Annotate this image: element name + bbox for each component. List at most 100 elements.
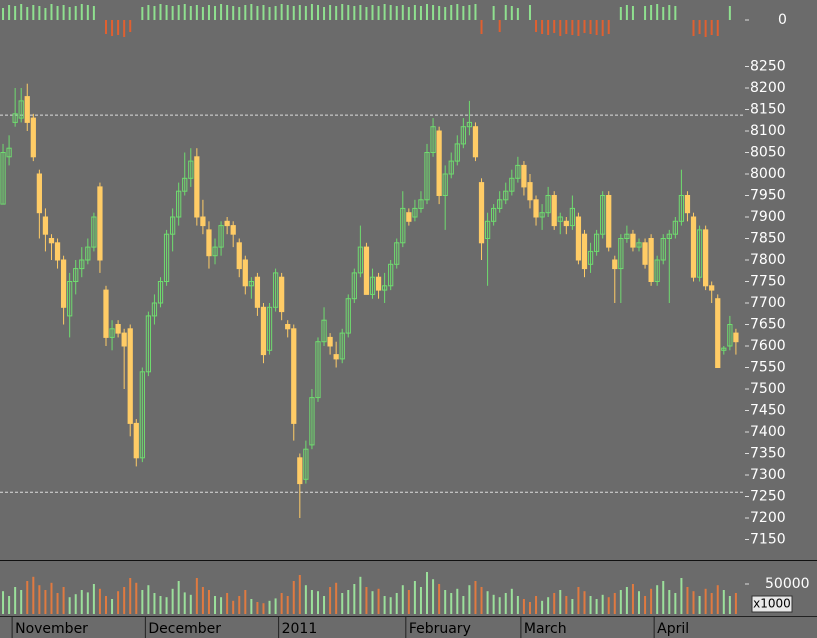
candle-body <box>67 281 73 317</box>
candle-body <box>315 341 321 399</box>
candle-body <box>254 276 261 308</box>
y-tick-label: 7850 <box>750 231 786 247</box>
candle-body <box>672 220 678 235</box>
candle-body <box>321 319 327 343</box>
candle-body <box>581 233 588 270</box>
candle-body <box>472 126 479 158</box>
candle-body <box>327 336 333 347</box>
candle-body <box>291 328 297 424</box>
candle-body <box>109 328 115 338</box>
candle-body <box>200 216 206 227</box>
candle-body <box>624 233 630 239</box>
candle-body <box>266 306 273 351</box>
candle-body <box>642 242 648 265</box>
candle-body <box>551 195 557 227</box>
candle-body <box>448 160 454 175</box>
candle-body <box>218 225 224 248</box>
volume-unit: x1000 <box>753 597 791 611</box>
candle-body <box>484 220 491 240</box>
candle-body <box>145 315 152 373</box>
candle-body <box>466 121 473 128</box>
x-tick-label: April <box>657 621 689 637</box>
x-tick-label: 2011 <box>282 621 318 637</box>
candle-body <box>400 207 406 244</box>
candle-body <box>79 259 85 270</box>
candle-body <box>636 242 642 248</box>
candle-body <box>157 281 164 304</box>
candle-body <box>569 207 575 227</box>
candle-body <box>363 246 370 295</box>
candle-body <box>248 281 254 287</box>
y-tick-label: 7200 <box>750 510 786 526</box>
x-tick-label: February <box>409 621 471 637</box>
candle-body <box>12 113 18 123</box>
y-tick-label: 7650 <box>750 317 786 333</box>
y-tick-label: 7900 <box>750 209 786 225</box>
y-tick-label: 7600 <box>750 338 786 354</box>
candle-body <box>618 238 624 270</box>
candle-body <box>648 238 654 282</box>
candle-body <box>606 195 612 248</box>
candle-body <box>478 182 485 244</box>
candle-body <box>690 216 697 278</box>
candle-body <box>133 422 139 459</box>
candle-body <box>297 457 303 485</box>
candle-body <box>6 147 12 158</box>
candle-body <box>163 233 170 282</box>
candle-body <box>545 195 551 214</box>
candle-body <box>176 190 182 218</box>
candle-body <box>703 229 709 287</box>
candle-body <box>212 246 218 257</box>
candle-body <box>309 397 315 446</box>
candle-body <box>333 354 339 360</box>
candle-body <box>351 272 357 300</box>
candle-body <box>151 302 158 317</box>
candle-body <box>527 182 533 201</box>
candle-body <box>97 186 103 261</box>
candle-body <box>515 164 521 179</box>
candle-body <box>684 195 691 214</box>
y-tick-label: 8150 <box>750 102 786 118</box>
candle-body <box>430 126 436 153</box>
candle-body <box>18 100 24 119</box>
y-tick-label: 7800 <box>750 252 786 268</box>
x-tick-label: November <box>15 621 88 637</box>
candle-body <box>357 246 364 274</box>
y-tick-label: 7300 <box>750 467 786 483</box>
candle-body <box>279 276 285 313</box>
x-tick-label: December <box>148 621 221 637</box>
candle-body <box>182 177 188 192</box>
y-tick-label: 7950 <box>750 188 786 204</box>
candle-body <box>42 216 49 235</box>
candle-body <box>260 306 267 356</box>
candle-body <box>539 212 545 218</box>
candle-body <box>24 96 30 123</box>
candle-body <box>715 298 721 369</box>
candle-body <box>593 233 600 252</box>
y-tick-label: 7250 <box>750 489 786 505</box>
candle-body <box>600 195 606 235</box>
y-tick-label: 7350 <box>750 446 786 462</box>
candle-body <box>406 212 412 222</box>
candle-body <box>103 289 109 338</box>
indicator-tick-label: 0 <box>778 12 787 28</box>
volume-tick-label: 50000 <box>765 576 810 592</box>
y-tick-label: 8000 <box>750 166 786 182</box>
candle-body <box>54 242 61 261</box>
y-tick-label: 8250 <box>750 59 786 75</box>
candle-body <box>121 332 127 347</box>
candle-body <box>575 216 582 261</box>
candle-body <box>91 216 97 248</box>
y-tick-label: 8100 <box>750 123 786 139</box>
candle-body <box>442 173 448 196</box>
candle-body <box>375 276 382 291</box>
candle-body <box>224 220 230 227</box>
candle-body <box>48 238 55 244</box>
y-tick-label: 8050 <box>750 145 786 161</box>
candle-body <box>381 285 388 291</box>
candle-body <box>303 448 309 480</box>
candle-body <box>194 156 200 218</box>
candle-body <box>206 229 212 257</box>
candle-body <box>345 298 351 334</box>
